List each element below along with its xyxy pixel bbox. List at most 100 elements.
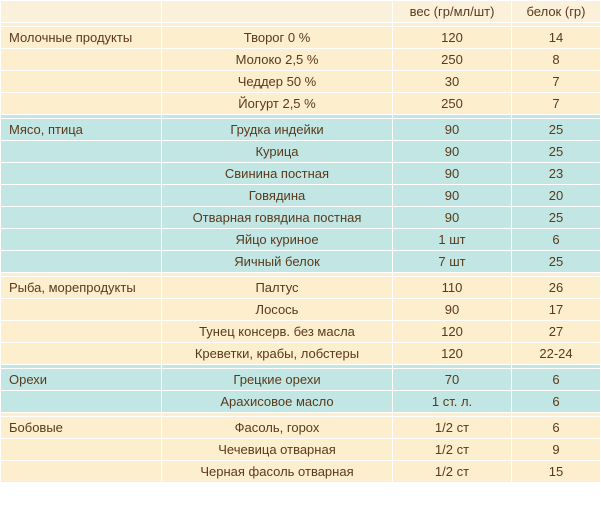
nutrition-table: вес (гр/мл/шт)белок (гр)Молочные продукт… <box>0 0 601 483</box>
product-cell: Йогурт 2,5 % <box>162 93 392 114</box>
table-row: Арахисовое масло1 ст. л.6 <box>1 391 600 412</box>
table-row: Говядина9020 <box>1 185 600 206</box>
spacer-cell <box>162 413 392 416</box>
spacer-cell <box>162 273 392 276</box>
weight-cell: 110 <box>393 277 511 298</box>
header-protein: белок (гр) <box>512 1 600 22</box>
spacer-cell <box>512 273 600 276</box>
table-row: Креветки, крабы, лобстеры12022-24 <box>1 343 600 364</box>
product-cell: Курица <box>162 141 392 162</box>
product-cell: Тунец консерв. без масла <box>162 321 392 342</box>
weight-cell: 90 <box>393 141 511 162</box>
weight-cell: 90 <box>393 207 511 228</box>
product-cell: Говядина <box>162 185 392 206</box>
table-row: Чечевица отварная1/2 ст9 <box>1 439 600 460</box>
product-cell: Свинина постная <box>162 163 392 184</box>
product-cell: Грецкие орехи <box>162 369 392 390</box>
protein-cell: 6 <box>512 391 600 412</box>
table-row: Тунец консерв. без масла12027 <box>1 321 600 342</box>
protein-cell: 8 <box>512 49 600 70</box>
weight-cell: 90 <box>393 119 511 140</box>
category-cell <box>1 71 161 92</box>
product-cell: Арахисовое масло <box>162 391 392 412</box>
category-cell <box>1 439 161 460</box>
product-cell: Грудка индейки <box>162 119 392 140</box>
protein-cell: 25 <box>512 141 600 162</box>
spacer-cell <box>393 413 511 416</box>
protein-cell: 6 <box>512 417 600 438</box>
category-cell <box>1 163 161 184</box>
product-cell: Чеддер 50 % <box>162 71 392 92</box>
table-row: Рыба, морепродуктыПалтус11026 <box>1 277 600 298</box>
table-row: Мясо, птицаГрудка индейки9025 <box>1 119 600 140</box>
table-row: ОрехиГрецкие орехи706 <box>1 369 600 390</box>
category-cell <box>1 229 161 250</box>
weight-cell: 1/2 ст <box>393 417 511 438</box>
section-spacer <box>1 115 600 118</box>
weight-cell: 1 шт <box>393 229 511 250</box>
protein-cell: 25 <box>512 207 600 228</box>
product-cell: Яичный белок <box>162 251 392 272</box>
protein-cell: 20 <box>512 185 600 206</box>
weight-cell: 30 <box>393 71 511 92</box>
product-cell: Яйцо куриное <box>162 229 392 250</box>
spacer-cell <box>1 23 161 26</box>
protein-cell: 22-24 <box>512 343 600 364</box>
protein-cell: 7 <box>512 71 600 92</box>
protein-cell: 26 <box>512 277 600 298</box>
weight-cell: 1/2 ст <box>393 439 511 460</box>
table-row: БобовыеФасоль, горох1/2 ст6 <box>1 417 600 438</box>
weight-cell: 70 <box>393 369 511 390</box>
table-row: Молочные продуктыТворог 0 %12014 <box>1 27 600 48</box>
spacer-cell <box>1 115 161 118</box>
spacer-cell <box>393 115 511 118</box>
spacer-cell <box>162 23 392 26</box>
category-cell: Молочные продукты <box>1 27 161 48</box>
spacer-cell <box>393 365 511 368</box>
table-row: Черная фасоль отварная1/2 ст15 <box>1 461 600 482</box>
weight-cell: 90 <box>393 185 511 206</box>
category-cell <box>1 251 161 272</box>
product-cell: Палтус <box>162 277 392 298</box>
weight-cell: 120 <box>393 321 511 342</box>
category-cell <box>1 141 161 162</box>
product-cell: Черная фасоль отварная <box>162 461 392 482</box>
spacer-cell <box>162 365 392 368</box>
product-cell: Отварная говядина постная <box>162 207 392 228</box>
protein-cell: 7 <box>512 93 600 114</box>
product-cell: Творог 0 % <box>162 27 392 48</box>
spacer-cell <box>512 413 600 416</box>
category-cell: Мясо, птица <box>1 119 161 140</box>
weight-cell: 7 шт <box>393 251 511 272</box>
spacer-cell <box>512 365 600 368</box>
table-row: Чеддер 50 %307 <box>1 71 600 92</box>
table-row: Отварная говядина постная9025 <box>1 207 600 228</box>
protein-cell: 25 <box>512 119 600 140</box>
spacer-cell <box>162 115 392 118</box>
section-spacer <box>1 23 600 26</box>
product-cell: Лосось <box>162 299 392 320</box>
section-spacer <box>1 365 600 368</box>
protein-cell: 25 <box>512 251 600 272</box>
protein-cell: 6 <box>512 369 600 390</box>
category-cell <box>1 93 161 114</box>
section-spacer <box>1 413 600 416</box>
product-cell: Молоко 2,5 % <box>162 49 392 70</box>
header-empty-category <box>1 1 161 22</box>
product-cell: Чечевица отварная <box>162 439 392 460</box>
category-cell <box>1 207 161 228</box>
product-cell: Креветки, крабы, лобстеры <box>162 343 392 364</box>
weight-cell: 90 <box>393 163 511 184</box>
category-cell <box>1 461 161 482</box>
product-cell: Фасоль, горох <box>162 417 392 438</box>
spacer-cell <box>1 273 161 276</box>
spacer-cell <box>393 23 511 26</box>
spacer-cell <box>1 365 161 368</box>
table-row: Курица9025 <box>1 141 600 162</box>
protein-cell: 23 <box>512 163 600 184</box>
spacer-cell <box>393 273 511 276</box>
weight-cell: 250 <box>393 49 511 70</box>
spacer-cell <box>512 23 600 26</box>
category-cell <box>1 321 161 342</box>
protein-cell: 6 <box>512 229 600 250</box>
